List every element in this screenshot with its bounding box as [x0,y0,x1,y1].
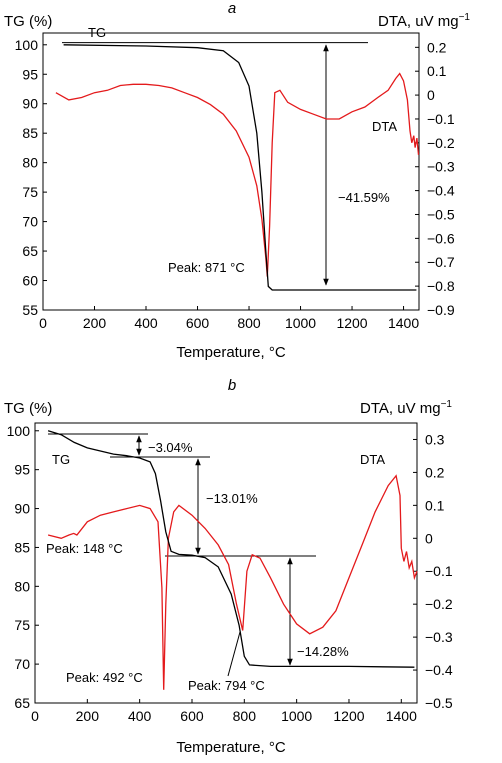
left-tick-label: 75 [22,184,38,200]
x-tick-label: 800 [233,708,257,724]
right-tick-label: −0.4 [427,183,455,199]
x-tick-label: 200 [76,708,100,724]
panel-b-plot-frame [34,422,418,704]
panel-b-left-axis-title: TG (%) [4,400,52,417]
x-tick-label: 1200 [336,315,367,331]
right-tick-label: −0.5 [425,695,453,711]
right-tick-label: −0.8 [427,278,455,294]
panel-a-left-axis-title: TG (%) [4,13,52,30]
panel-b-right-ticks: 0.3 0.2 0.1 0 −0.1 −0.2 −0.3 −0.4 −0.5 [413,431,453,711]
panel-b-letter: b [228,377,236,394]
x-tick-label: 400 [128,708,152,724]
panel-b-tg-label: TG [52,452,70,467]
panel-b-loss-1-label: −3.04% [148,440,193,455]
panel-b-right-axis-title: DTA, uV mg−1 [360,399,452,417]
left-tick-label: 100 [7,423,31,439]
right-tick-label: −0.7 [427,254,455,270]
x-tick-label: 1400 [388,315,419,331]
right-tick-label: −0.3 [427,159,455,175]
panel-a-letter: a [228,0,236,17]
left-tick-label: 80 [22,155,38,171]
panel-b-loss-2-label: −13.01% [206,491,258,506]
panel-a-right-axis-title: DTA, uV mg−1 [378,12,470,30]
left-tick-label: 100 [15,37,39,53]
x-tick-label: 1000 [285,315,316,331]
x-tick-label: 400 [134,315,158,331]
panel-b-dta-label: DTA [360,452,385,467]
right-tick-label: 0.1 [425,497,445,513]
panel-a-dta-curve [55,72,420,277]
panel-b: b TG (%) DTA, uV mg−1 0 200 400 600 800 1000 1… [4,377,453,756]
right-tick-label: −0.6 [427,230,455,246]
panel-a-peak-label: Peak: 871 °C [168,260,245,275]
right-tick-label: −0.9 [427,302,455,318]
left-tick-label: 65 [22,243,38,259]
left-tick-label: 60 [22,273,38,289]
panel-a-dta-label: DTA [372,119,397,134]
panel-a-mass-loss-label: −41.59% [338,190,390,205]
right-tick-label: −0.3 [425,629,453,645]
panel-b-right-axis-title-exp: −1 [441,399,453,410]
panel-b-loss-3-label: −14.28% [297,644,349,659]
left-tick-label: 65 [14,695,30,711]
left-tick-label: 75 [14,617,30,633]
left-tick-label: 90 [22,96,38,112]
x-tick-label: 200 [83,315,107,331]
panel-a: a TG (%) DTA, uV mg−1 0 200 400 600 800 1000 1… [4,0,470,361]
panel-a-right-axis-title-text: DTA, uV mg [378,13,459,30]
x-tick-label: 0 [31,708,39,724]
panel-b-tg-curve [47,430,415,668]
right-tick-label: 0.2 [427,39,447,55]
x-tick-label: 1000 [281,708,312,724]
left-tick-label: 85 [14,539,30,555]
panel-b-peak-492-label: Peak: 492 °C [66,670,143,685]
panel-a-x-axis-title: Temperature, °C [176,344,286,361]
x-tick-label: 800 [237,315,261,331]
x-tick-label: 1400 [386,708,417,724]
right-tick-label: −0.4 [425,662,453,678]
panel-a-plot-frame [42,32,420,311]
right-tick-label: 0.2 [425,464,445,480]
right-tick-label: −0.2 [427,135,455,151]
left-tick-label: 70 [14,656,30,672]
right-tick-label: −0.2 [425,596,453,612]
panel-b-x-ticks: 0 200 400 600 800 1000 1200 1400 [31,699,417,724]
panel-b-peak-148-label: Peak: 148 °C [46,541,123,556]
panel-b-left-ticks: 100 95 90 85 80 75 70 65 [7,423,39,711]
panel-b-right-axis-title-text: DTA, uV mg [360,400,441,417]
x-tick-label: 0 [39,315,47,331]
x-tick-label: 600 [180,708,204,724]
left-tick-label: 80 [14,578,30,594]
left-tick-label: 55 [22,302,38,318]
right-tick-label: −0.1 [425,563,453,579]
right-tick-label: 0.3 [425,431,445,447]
right-tick-label: −0.5 [427,206,455,222]
left-tick-label: 70 [22,214,38,230]
panel-a-tg-label: TG [88,25,106,40]
panel-b-x-axis-title: Temperature, °C [176,739,286,756]
panel-a-left-ticks: 100 95 90 85 80 75 70 65 60 55 [15,37,47,318]
left-tick-label: 90 [14,501,30,517]
left-tick-label: 95 [22,66,38,82]
panel-a-x-ticks: 0 200 400 600 800 1000 1200 1400 [39,306,419,331]
panel-a-tg-curve [63,44,417,291]
panel-a-right-axis-title-exp: −1 [459,12,471,23]
panel-b-peak-794-label: Peak: 794 °C [188,678,265,693]
x-tick-label: 600 [186,315,210,331]
right-tick-label: 0.1 [427,63,447,79]
left-tick-label: 95 [14,462,30,478]
left-tick-label: 85 [22,125,38,141]
panel-b-peak-794-leader [227,631,241,677]
panel-b-dta-curve [47,474,418,690]
right-tick-label: 0 [427,87,435,103]
panel-a-right-ticks: 0.2 0.1 0 −0.1 −0.2 −0.3 −0.4 −0.5 −0.6 −0.7 −0.8 −… [415,39,455,318]
right-tick-label: −0.1 [427,111,455,127]
x-tick-label: 1200 [333,708,364,724]
right-tick-label: 0 [425,530,433,546]
